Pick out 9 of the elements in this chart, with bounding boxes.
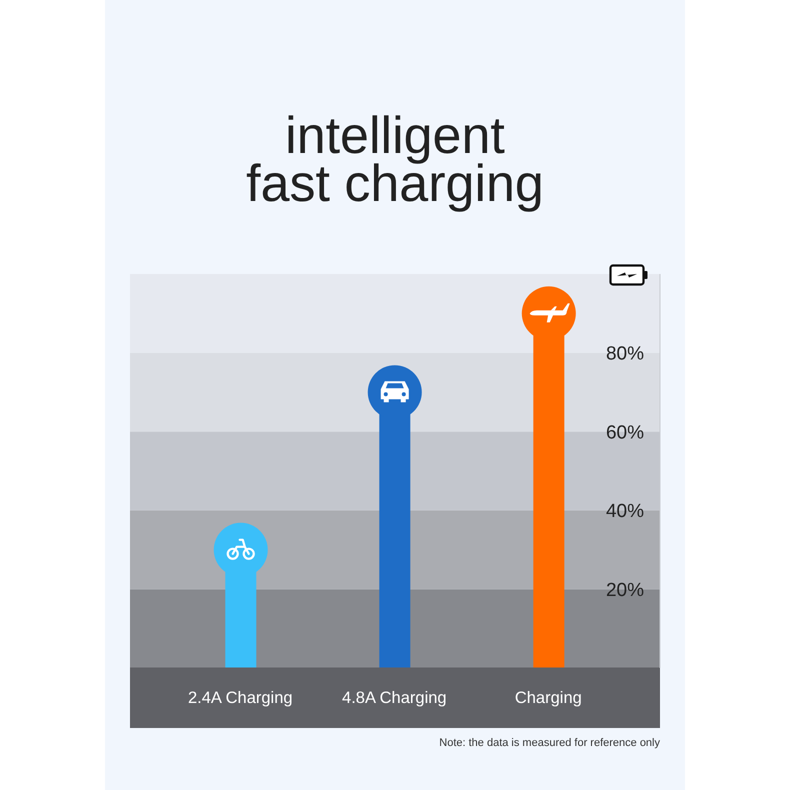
y-tick-label: 60% bbox=[606, 422, 644, 444]
chart-title: intelligent fast charging bbox=[245, 107, 545, 213]
x-tick-label: 4.8A Charging bbox=[342, 689, 447, 707]
x-tick-label: Charging bbox=[514, 689, 582, 707]
y-tick-label: 80% bbox=[606, 344, 644, 365]
y-tick-label: 40% bbox=[606, 501, 644, 522]
x-tick-label: 2.4A Charging bbox=[188, 689, 293, 707]
text: Note: the data is measured for reference only bbox=[439, 737, 660, 749]
y-tick-label: 20% bbox=[606, 580, 644, 601]
